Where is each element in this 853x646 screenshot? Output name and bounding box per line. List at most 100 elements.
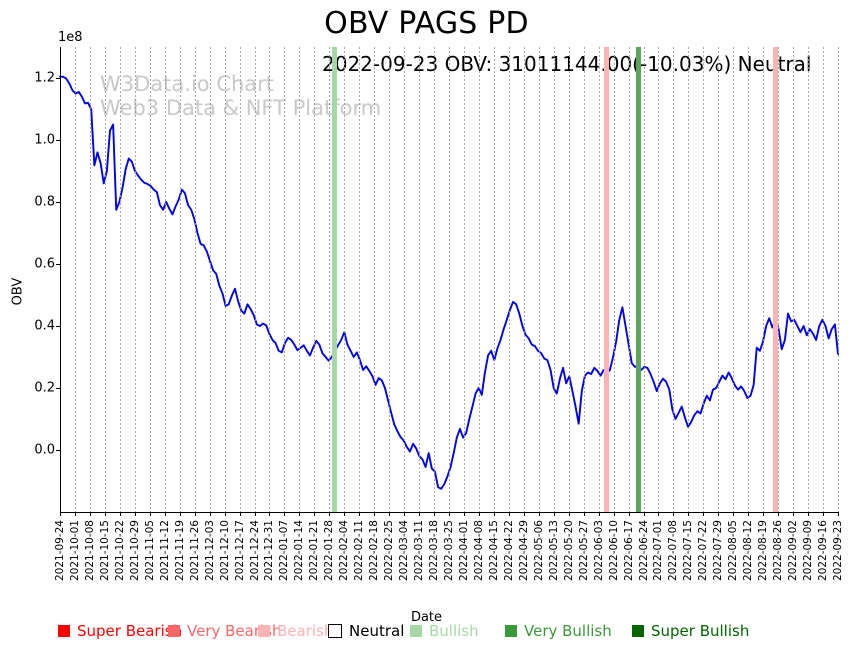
x-tick-mark bbox=[269, 512, 271, 516]
x-tick-label: 2022-07-01 bbox=[652, 520, 665, 582]
legend-label: Very Bullish bbox=[524, 622, 612, 640]
x-tick-label: 2022-08-19 bbox=[757, 520, 770, 582]
grid-line bbox=[419, 47, 421, 512]
x-tick-label: 2022-05-20 bbox=[562, 520, 575, 582]
x-tick-mark bbox=[508, 512, 510, 516]
x-tick-mark bbox=[224, 512, 226, 516]
x-tick-mark bbox=[104, 512, 106, 516]
grid-line bbox=[239, 47, 241, 512]
legend-swatch-icon bbox=[505, 625, 517, 637]
x-tick-label: 2022-02-11 bbox=[353, 520, 366, 582]
grid-line bbox=[164, 47, 166, 512]
grid-line bbox=[763, 47, 765, 512]
grid-line bbox=[149, 47, 151, 512]
signal-marker-bullish bbox=[332, 47, 338, 512]
grid-line bbox=[209, 47, 211, 512]
y-axis-line bbox=[60, 47, 61, 512]
x-tick-label: 2022-06-24 bbox=[637, 520, 650, 582]
grid-line bbox=[718, 47, 720, 512]
x-tick-mark bbox=[523, 512, 525, 516]
grid-line bbox=[748, 47, 750, 512]
x-tick-mark bbox=[763, 512, 765, 516]
x-tick-mark bbox=[89, 512, 91, 516]
legend-swatch-icon bbox=[258, 625, 270, 637]
legend-item-very-bullish[interactable]: Very Bullish bbox=[505, 620, 612, 642]
x-tick-mark bbox=[478, 512, 480, 516]
grid-line bbox=[808, 47, 810, 512]
legend-item-super-bearish[interactable]: Super Bearish bbox=[58, 620, 182, 642]
grid-line bbox=[389, 47, 391, 512]
x-tick-mark bbox=[134, 512, 136, 516]
y-tick-mark bbox=[56, 78, 60, 79]
y-tick-mark bbox=[56, 450, 60, 451]
grid-line bbox=[134, 47, 136, 512]
grid-line bbox=[838, 47, 839, 512]
x-tick-mark bbox=[718, 512, 720, 516]
x-tick-mark bbox=[419, 512, 421, 516]
x-tick-label: 2021-11-12 bbox=[158, 520, 171, 582]
x-tick-label: 2021-11-19 bbox=[173, 520, 186, 582]
legend-item-bearish[interactable]: Bearish bbox=[258, 620, 333, 642]
x-tick-label: 2021-12-10 bbox=[218, 520, 231, 582]
x-tick-label: 2022-04-29 bbox=[517, 520, 530, 582]
legend-swatch-icon bbox=[58, 625, 70, 637]
x-tick-mark bbox=[194, 512, 196, 516]
x-tick-mark bbox=[748, 512, 750, 516]
y-tick-mark bbox=[56, 326, 60, 327]
y-tick-label: 0.6 bbox=[34, 256, 55, 272]
legend-item-very-bearish[interactable]: Very Bearish bbox=[168, 620, 282, 642]
y-axis-label: OBV bbox=[10, 277, 26, 306]
grid-line bbox=[299, 47, 301, 512]
grid-line bbox=[329, 47, 331, 512]
legend-label: Very Bearish bbox=[187, 622, 282, 640]
y-tick-label: 1.2 bbox=[34, 70, 55, 86]
x-tick-label: 2022-07-08 bbox=[667, 520, 680, 582]
x-tick-label: 2022-02-25 bbox=[383, 520, 396, 582]
x-tick-mark bbox=[793, 512, 795, 516]
x-tick-mark bbox=[119, 512, 121, 516]
x-tick-mark bbox=[643, 512, 645, 516]
y-axis-exponent-label: 1e8 bbox=[58, 30, 83, 45]
x-tick-label: 2022-04-15 bbox=[487, 520, 500, 582]
x-tick-mark bbox=[434, 512, 436, 516]
grid-line bbox=[478, 47, 480, 512]
x-tick-mark bbox=[149, 512, 151, 516]
x-tick-mark bbox=[673, 512, 675, 516]
x-tick-mark bbox=[239, 512, 241, 516]
x-tick-mark bbox=[823, 512, 825, 516]
x-tick-label: 2022-02-18 bbox=[368, 520, 381, 582]
grid-line bbox=[463, 47, 465, 512]
x-tick-mark bbox=[538, 512, 540, 516]
x-tick-mark bbox=[404, 512, 406, 516]
signal-marker-bearish bbox=[604, 47, 610, 512]
grid-line bbox=[673, 47, 675, 512]
grid-line bbox=[658, 47, 660, 512]
legend-item-bullish[interactable]: Bullish bbox=[410, 620, 479, 642]
legend-item-super-bullish[interactable]: Super Bullish bbox=[632, 620, 749, 642]
signal-marker-bearish bbox=[773, 47, 778, 512]
grid-line bbox=[628, 47, 630, 512]
y-tick-label: 0.0 bbox=[34, 442, 55, 458]
x-tick-label: 2022-05-06 bbox=[532, 520, 545, 582]
x-tick-label: 2022-03-18 bbox=[428, 520, 441, 582]
grid-line bbox=[508, 47, 510, 512]
legend-label: Bearish bbox=[277, 622, 334, 640]
chart-title: OBV PAGS PD bbox=[324, 6, 529, 41]
legend-swatch-icon bbox=[328, 624, 342, 638]
x-tick-mark bbox=[209, 512, 211, 516]
grid-line bbox=[284, 47, 286, 512]
x-tick-label: 2022-05-13 bbox=[547, 520, 560, 582]
x-tick-mark bbox=[374, 512, 376, 516]
grid-line bbox=[224, 47, 226, 512]
x-tick-mark bbox=[808, 512, 810, 516]
legend-item-neutral[interactable]: Neutral bbox=[328, 620, 404, 642]
grid-line bbox=[179, 47, 181, 512]
grid-line bbox=[194, 47, 196, 512]
x-tick-label: 2022-01-28 bbox=[323, 520, 336, 582]
grid-line bbox=[733, 47, 735, 512]
x-tick-label: 2022-07-22 bbox=[697, 520, 710, 582]
x-tick-mark bbox=[449, 512, 450, 516]
x-tick-label: 2021-10-22 bbox=[113, 520, 126, 582]
x-tick-mark bbox=[628, 512, 630, 516]
x-tick-mark bbox=[613, 512, 615, 516]
